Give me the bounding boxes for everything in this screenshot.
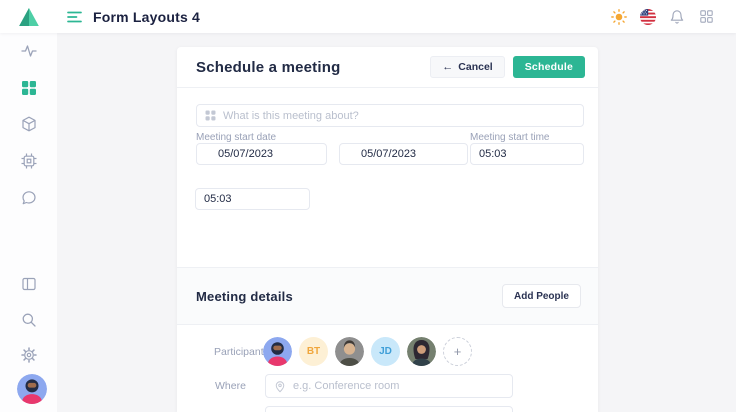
triangle-logo-icon <box>18 7 39 26</box>
smiling-man-avatar-icon <box>335 337 364 366</box>
participants-avatars: BT JD + <box>263 337 472 366</box>
cancel-button-label: Cancel <box>458 61 493 73</box>
where-label: Where <box>215 380 246 392</box>
chat-icon[interactable] <box>0 190 57 206</box>
cancel-button[interactable]: ← Cancel <box>430 56 505 78</box>
schedule-meeting-card: Schedule a meeting ← Cancel Schedule Mee… <box>177 47 598 412</box>
us-flag-icon[interactable] <box>640 8 656 25</box>
smiling-woman-avatar-icon <box>407 337 436 366</box>
app-logo[interactable] <box>0 7 57 26</box>
participant-avatar <box>263 337 292 366</box>
card-title: Schedule a meeting <box>196 58 341 76</box>
where-field[interactable] <box>265 374 513 398</box>
add-people-button[interactable]: Add People <box>501 284 581 308</box>
meeting-details-header: Meeting details Add People <box>177 267 598 325</box>
user-avatar[interactable] <box>17 374 47 404</box>
start-date-input-1[interactable] <box>196 143 327 165</box>
search-icon[interactable] <box>0 312 57 328</box>
bearded-man-avatar-icon <box>17 374 47 404</box>
card-header: Schedule a meeting ← Cancel Schedule <box>177 47 598 88</box>
start-date-label: Meeting start date <box>196 132 277 143</box>
sun-icon[interactable] <box>611 8 627 25</box>
bearded-man-avatar-icon <box>263 337 292 366</box>
left-arrow-icon: ← <box>442 61 454 73</box>
participant-avatar-initials: BT <box>299 337 328 366</box>
meeting-details-title: Meeting details <box>196 288 293 304</box>
meeting-about-field[interactable] <box>196 104 584 127</box>
activity-icon[interactable] <box>0 43 57 59</box>
app-grid-icon[interactable] <box>698 9 714 25</box>
gear-icon[interactable] <box>0 347 57 363</box>
extra-input-partial[interactable] <box>265 406 513 412</box>
start-time-input-2[interactable] <box>195 188 310 210</box>
start-time-input-1[interactable] <box>470 143 584 165</box>
pin-icon <box>275 380 285 392</box>
start-date-input-2[interactable] <box>339 143 468 165</box>
top-bar: Form Layouts 4 <box>0 0 736 33</box>
schedule-button[interactable]: Schedule <box>512 56 585 78</box>
schedule-button-label: Schedule <box>524 61 573 73</box>
plus-icon: + <box>453 344 462 359</box>
add-participant-button[interactable]: + <box>443 337 472 366</box>
chip-icon[interactable] <box>0 153 57 169</box>
where-input[interactable] <box>293 380 504 392</box>
keypad-icon <box>205 110 216 121</box>
participants-label: Participants <box>214 346 269 358</box>
menu-icon[interactable] <box>67 11 83 23</box>
start-time-label: Meeting start time <box>470 132 550 143</box>
meeting-about-input[interactable] <box>223 109 575 122</box>
add-people-label: Add People <box>513 290 569 302</box>
page-title: Form Layouts 4 <box>93 8 201 25</box>
grid-icon[interactable] <box>0 80 57 96</box>
participant-avatar <box>335 337 364 366</box>
sidebar <box>0 33 57 412</box>
layout-icon[interactable] <box>0 276 57 292</box>
participant-avatar-initials: JD <box>371 337 400 366</box>
participant-avatar <box>407 337 436 366</box>
cube-icon[interactable] <box>0 116 57 132</box>
bell-icon[interactable] <box>669 9 685 25</box>
